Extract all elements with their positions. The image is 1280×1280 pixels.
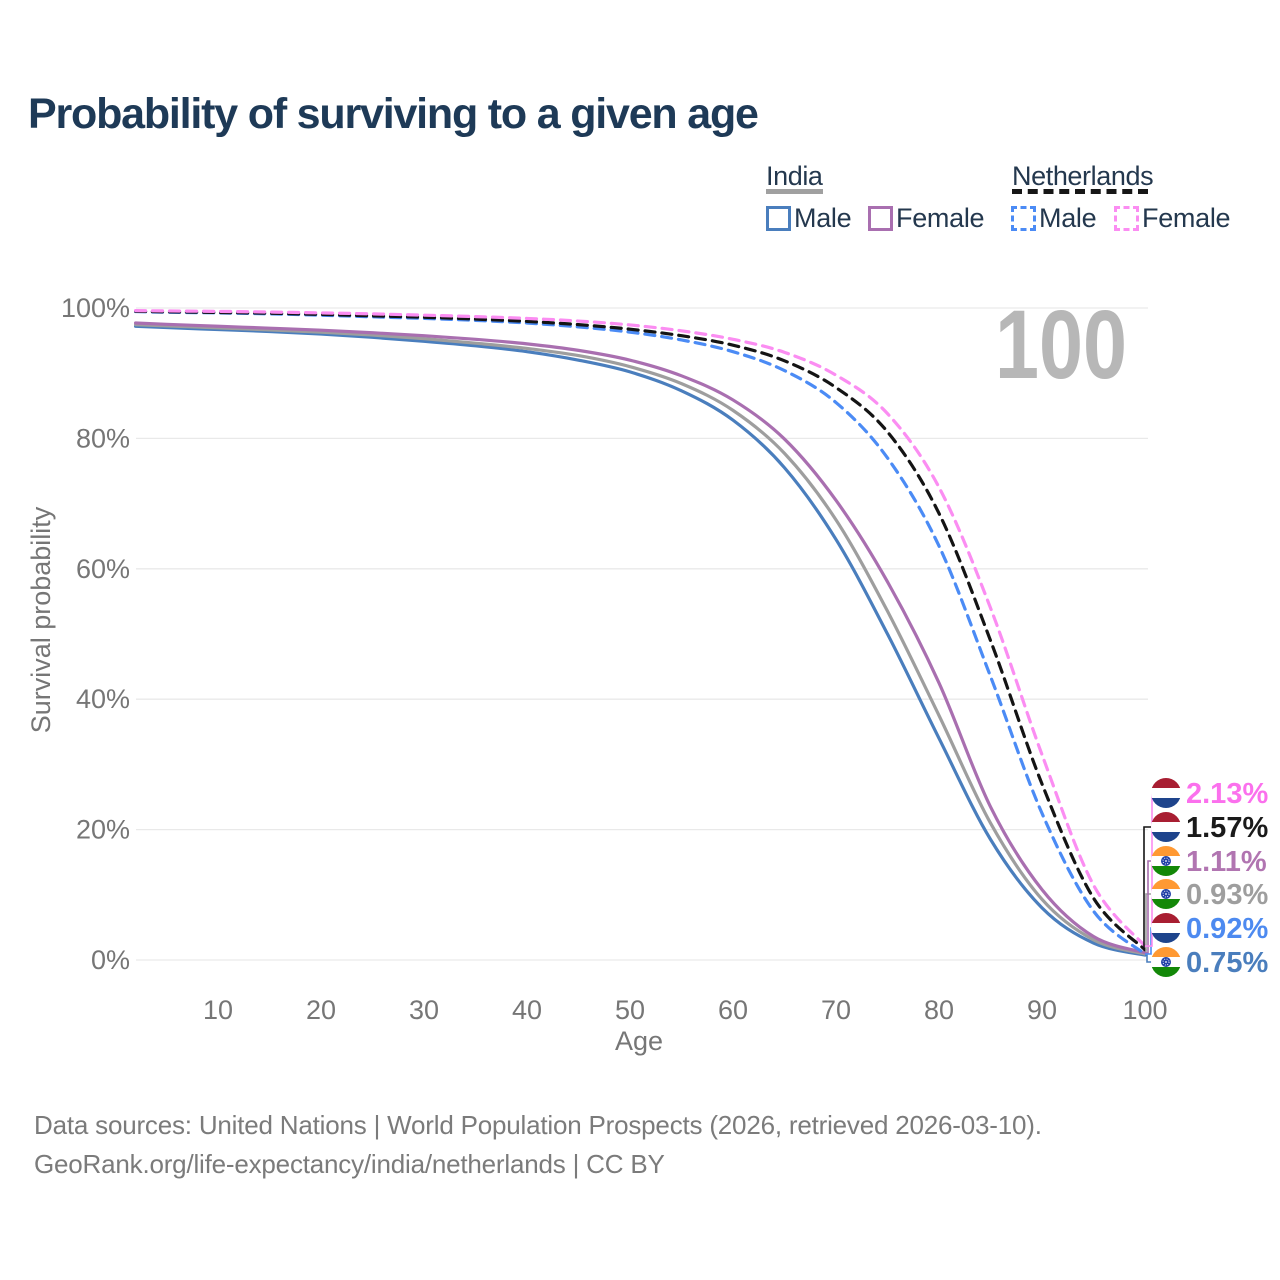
legend-item-netherlands-female[interactable]: Female: [1114, 203, 1231, 234]
x-tick-label-60: 60: [718, 995, 748, 1025]
age-watermark: 100: [995, 290, 1127, 399]
legend-group-india[interactable]: India: [766, 161, 823, 192]
flag-india-icon: [1151, 846, 1181, 876]
netherlands-female-swatch-icon: [1114, 206, 1139, 231]
legend-item-netherlands-male[interactable]: Male: [1011, 203, 1097, 234]
x-tick-label-90: 90: [1027, 995, 1057, 1025]
y-tick-label-80: 80%: [76, 423, 130, 453]
flag-india-icon: [1151, 947, 1181, 977]
series-line-india-all[interactable]: [134, 323, 1147, 956]
legend-group-netherlands-label: Netherlands: [1012, 161, 1154, 191]
legend-item-india-female-label: Female: [896, 203, 985, 233]
legend-group-netherlands[interactable]: Netherlands: [1012, 161, 1154, 192]
y-tick-label-60: 60%: [76, 554, 130, 584]
footer-data-sources: Data sources: United Nations | World Pop…: [34, 1110, 1042, 1140]
end-label-india-all: 0.93%: [1186, 879, 1268, 911]
page-title: Probability of surviving to a given age: [28, 90, 759, 138]
end-label-netherlands-female: 2.13%: [1186, 778, 1268, 810]
x-tick-label-70: 70: [821, 995, 851, 1025]
y-tick-label-100: 100%: [61, 293, 130, 323]
x-tick-label-40: 40: [512, 995, 542, 1025]
india-male-swatch-icon: [766, 206, 791, 231]
legend-group-india-label: India: [766, 161, 823, 191]
x-tick-label-30: 30: [409, 995, 439, 1025]
legend-item-netherlands-male-label: Male: [1039, 203, 1097, 233]
x-axis-title: Age: [615, 1026, 663, 1056]
legend-item-india-male[interactable]: Male: [766, 203, 852, 234]
legend-netherlands-line-swatch: [1012, 189, 1148, 194]
flag-netherlands-icon: [1151, 778, 1181, 808]
flag-india-icon: [1151, 879, 1181, 909]
series-line-netherlands-male[interactable]: [134, 309, 1147, 956]
series-line-india-female[interactable]: [134, 321, 1147, 955]
leader-line-india-female: [1145, 860, 1153, 954]
x-tick-label-80: 80: [924, 995, 954, 1025]
india-female-swatch-icon: [868, 206, 893, 231]
end-label-india-female: 1.11%: [1186, 846, 1267, 878]
legend-india-line-swatch: [766, 189, 823, 194]
flag-netherlands-icon: [1151, 913, 1181, 943]
legend-item-india-male-label: Male: [794, 203, 852, 233]
y-tick-label-20: 20%: [76, 815, 130, 845]
x-tick-label-100: 100: [1122, 995, 1167, 1025]
series-line-netherlands-female[interactable]: [134, 309, 1147, 948]
flag-netherlands-icon: [1151, 812, 1181, 842]
footer-attribution: GeoRank.org/life-expectancy/india/nether…: [34, 1149, 665, 1179]
x-tick-label-20: 20: [306, 995, 336, 1025]
end-label-india-male: 0.75%: [1186, 947, 1268, 979]
y-tick-label-40: 40%: [76, 684, 130, 714]
y-axis-title: Survival probability: [26, 506, 56, 733]
leader-line-netherlands-all: [1143, 826, 1153, 951]
y-tick-label-0: 0%: [91, 945, 130, 975]
legend-item-netherlands-female-label: Female: [1142, 203, 1231, 233]
x-tick-label-10: 10: [203, 995, 233, 1025]
leader-line-india-male: [1145, 954, 1153, 963]
end-label-netherlands-all: 1.57%: [1186, 812, 1268, 844]
end-label-netherlands-male: 0.92%: [1186, 913, 1268, 945]
series-line-netherlands-all[interactable]: [134, 309, 1147, 952]
legend-item-india-female[interactable]: Female: [868, 203, 985, 234]
series-line-india-male[interactable]: [134, 324, 1147, 957]
netherlands-male-swatch-icon: [1011, 206, 1036, 231]
x-tick-label-50: 50: [615, 995, 645, 1025]
